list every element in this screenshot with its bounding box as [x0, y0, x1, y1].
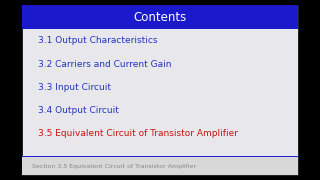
Bar — [22, 5, 298, 29]
Text: Section 3.5 Equivalent Circuit of Transistor Amplifier: Section 3.5 Equivalent Circuit of Transi… — [32, 164, 196, 169]
Text: Contents: Contents — [133, 11, 187, 24]
Text: 3.4 Output Circuit: 3.4 Output Circuit — [38, 106, 119, 115]
Text: 3.5 Equivalent Circuit of Transistor Amplifier: 3.5 Equivalent Circuit of Transistor Amp… — [38, 129, 238, 138]
Text: 3.1 Output Characteristics: 3.1 Output Characteristics — [38, 36, 158, 45]
Bar — [22, 5, 298, 175]
Bar — [22, 156, 298, 175]
Text: 3.3 Input Circuit: 3.3 Input Circuit — [38, 83, 111, 92]
Text: 3.2 Carriers and Current Gain: 3.2 Carriers and Current Gain — [38, 60, 172, 69]
Bar — [22, 156, 298, 158]
